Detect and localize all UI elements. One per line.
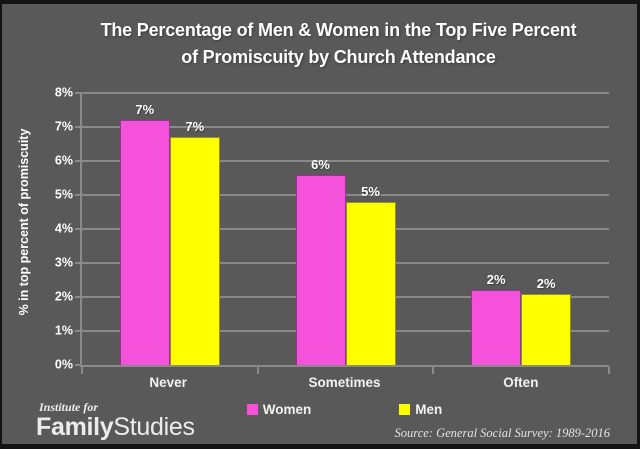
legend-label-men: Men: [415, 402, 443, 417]
y-axis-tick-label: 1%: [54, 323, 73, 338]
bar-value-label: 6%: [311, 156, 330, 172]
gridline: [82, 194, 609, 196]
ifs-logo: Institute for FamilyStudies: [36, 401, 195, 440]
x-axis-tick: [256, 367, 259, 374]
bar-group-never: 7% 7%: [82, 93, 258, 365]
y-axis-tick: [75, 330, 82, 332]
y-axis-tick-label: 3%: [54, 255, 73, 270]
x-axis-tick: [81, 367, 83, 374]
gridline: [82, 160, 609, 162]
category-label-sometimes: Sometimes: [308, 375, 381, 390]
y-axis-title: % in top percent of promiscuity: [17, 128, 31, 316]
chart-title-line-1: The Percentage of Men & Women in the Top…: [100, 20, 577, 40]
source-credit: Source: General Social Survey: 1989-2016: [394, 426, 610, 440]
legend-label-women: Women: [262, 402, 312, 417]
y-axis-tick: [75, 296, 82, 298]
category-label-often: Often: [503, 375, 539, 390]
gridline: [82, 126, 609, 128]
bar-groups: 7% 7% 6% 5% 2% 2%: [82, 93, 609, 365]
logo-family: Family: [36, 413, 114, 441]
category-label-never: Never: [149, 375, 187, 390]
y-axis-tick: [75, 228, 82, 230]
y-axis-tick-label: 5%: [54, 187, 73, 202]
plot-area: 0% 1% 2% 3% 4% 5% 6% 7% 8% 7% 7% 6% 5% 2% 2%: [55, 86, 610, 374]
legend-item-men: Men: [399, 402, 442, 417]
legend: Women Men: [80, 402, 609, 417]
legend-swatch-men: [399, 404, 411, 415]
logo-family-studies: FamilyStudies: [36, 415, 195, 440]
y-axis-tick-label: 7%: [54, 119, 73, 134]
y-axis-tick: [75, 194, 82, 196]
chart-title: The Percentage of Men & Women in the Top…: [48, 17, 629, 71]
bar-value-label: 2%: [486, 272, 506, 288]
bar-women-often: 2%: [471, 272, 522, 365]
category-labels: Never Sometimes Often: [80, 375, 609, 390]
bar-women-never: 7%: [119, 102, 170, 365]
bar-group-often: 2% 2%: [433, 93, 609, 365]
y-axis-tick: [75, 92, 82, 94]
y-axis-tick: [75, 364, 82, 366]
bar-value-label: 2%: [536, 275, 556, 291]
bar-women-sometimes: 6%: [295, 157, 346, 365]
bar-men-sometimes: 5%: [345, 184, 396, 365]
bar-men-never: 7%: [169, 119, 220, 365]
bar-value-label: 7%: [135, 102, 155, 118]
x-axis-tick: [432, 367, 435, 374]
y-axis-tick: [75, 262, 82, 264]
legend-item-women: Women: [246, 402, 312, 417]
y-axis-tick-label: 8%: [54, 85, 73, 100]
bar-value-label: 5%: [361, 183, 380, 199]
x-axis-tick: [608, 367, 610, 374]
bar-group-sometimes: 6% 5%: [258, 93, 434, 365]
logo-institute-for: Institute for: [39, 400, 99, 414]
y-axis-tick-label: 2%: [54, 289, 73, 304]
gridline: [82, 92, 609, 94]
logo-studies: Studies: [113, 413, 195, 441]
bar-value-label: 7%: [185, 119, 205, 135]
y-axis-tick-label: 0%: [54, 357, 73, 372]
y-axis-tick: [75, 126, 82, 128]
chart-title-line-2: of Promiscuity by Church Attendance: [181, 47, 496, 67]
y-axis-tick-label: 6%: [54, 153, 73, 168]
y-axis-tick-label: 4%: [54, 221, 73, 236]
legend-swatch-women: [246, 404, 258, 415]
bar-men-often: 2%: [521, 276, 572, 365]
y-axis-tick: [75, 160, 82, 162]
